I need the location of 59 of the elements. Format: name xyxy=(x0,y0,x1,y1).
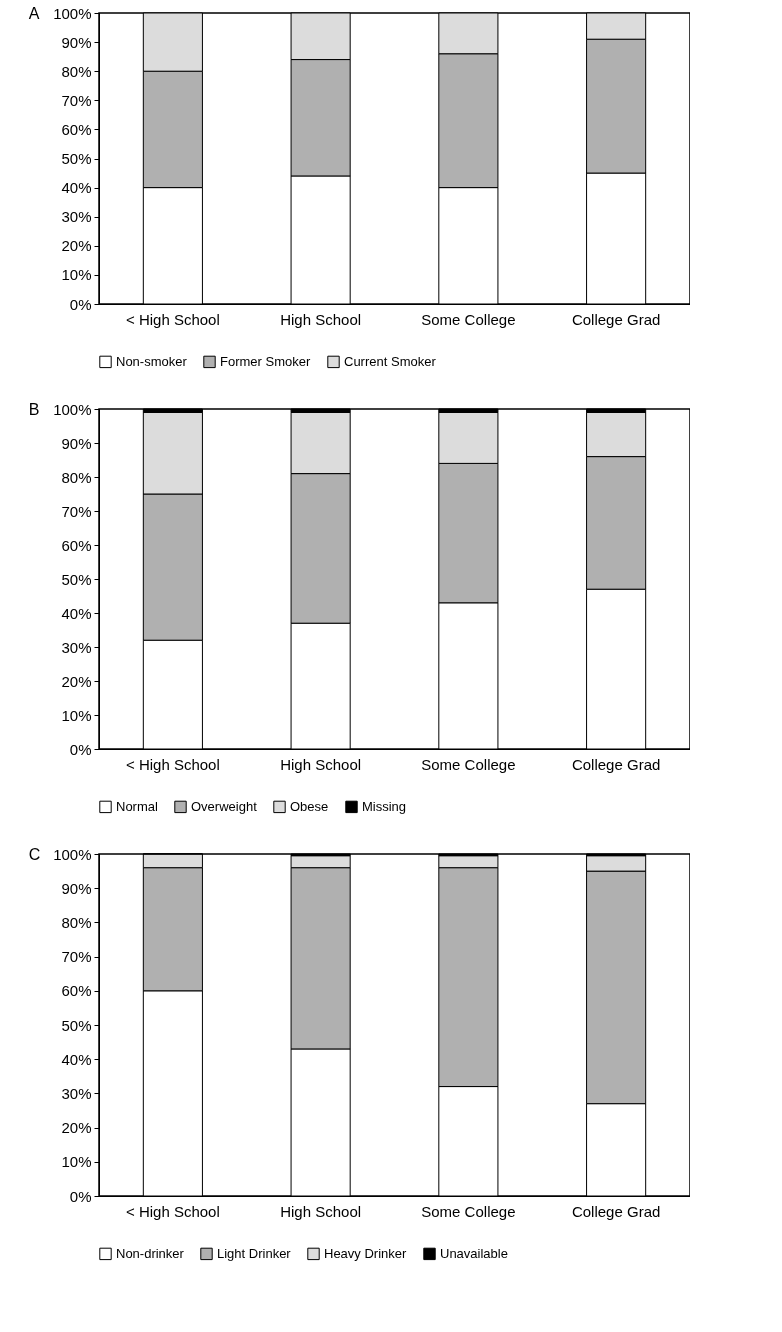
y-tick-label: 80% xyxy=(61,62,92,80)
y-tick-label: 0% xyxy=(69,1187,92,1205)
x-tick-label: High School xyxy=(280,1202,362,1220)
y-tick-label: 0% xyxy=(69,740,92,758)
y-tick-label: 90% xyxy=(61,879,92,897)
x-tick-label: < High School xyxy=(125,1202,220,1220)
x-tick-label: College Grad xyxy=(571,1202,661,1220)
legend-label: Former Smoker xyxy=(220,353,311,369)
chart-title: C xyxy=(28,846,41,863)
legend-label: Current Smoker xyxy=(344,353,437,369)
y-tick-label: 80% xyxy=(61,913,92,931)
y-tick-label: 70% xyxy=(61,948,92,966)
x-tick-label: High School xyxy=(280,310,362,328)
y-tick-label: 50% xyxy=(61,570,92,588)
y-tick-label: 10% xyxy=(61,1153,92,1171)
legend-label: Unavailable xyxy=(440,1245,508,1261)
legend-label: Normal xyxy=(116,798,159,814)
y-tick-label: 90% xyxy=(61,33,92,51)
x-tick-label: College Grad xyxy=(571,310,661,328)
y-tick-label: 80% xyxy=(61,468,92,486)
x-tick-label: < High School xyxy=(125,310,220,328)
y-tick-label: 40% xyxy=(61,179,92,197)
chart-title: A xyxy=(28,5,40,22)
x-tick-label: High School xyxy=(280,755,362,773)
x-tick-label: Some College xyxy=(421,310,516,328)
y-tick-label: 10% xyxy=(61,266,92,284)
y-tick-label: 30% xyxy=(61,1084,92,1102)
y-tick-label: 70% xyxy=(61,91,92,109)
chart-title: B xyxy=(28,401,40,418)
legend-label: Heavy Drinker xyxy=(324,1245,408,1261)
y-tick-label: 50% xyxy=(61,1016,92,1034)
y-tick-label: 100% xyxy=(53,400,92,418)
y-tick-label: 100% xyxy=(53,4,92,22)
y-tick-label: 20% xyxy=(61,1119,92,1137)
y-tick-label: 20% xyxy=(61,237,92,255)
y-tick-label: 20% xyxy=(61,672,92,690)
y-tick-label: 70% xyxy=(61,502,92,520)
legend-label: Overweight xyxy=(191,798,258,814)
y-tick-label: 90% xyxy=(61,434,92,452)
legend-label: Non-drinker xyxy=(116,1245,185,1261)
y-tick-label: 60% xyxy=(61,120,92,138)
y-tick-label: 100% xyxy=(53,845,92,863)
y-tick-label: 30% xyxy=(61,208,92,226)
legend-label: Light Drinker xyxy=(217,1245,292,1261)
y-tick-label: 10% xyxy=(61,706,92,724)
legend-label: Non-smoker xyxy=(116,353,188,369)
y-tick-label: 40% xyxy=(61,604,92,622)
y-tick-label: 0% xyxy=(69,295,92,313)
y-tick-label: 50% xyxy=(61,150,92,167)
x-tick-label: Some College xyxy=(421,1202,516,1220)
x-tick-label: College Grad xyxy=(571,755,661,773)
legend-label: Obese xyxy=(290,798,329,814)
legend-label: Missing xyxy=(362,798,407,814)
x-tick-label: Some College xyxy=(421,755,516,773)
y-tick-label: 30% xyxy=(61,638,92,656)
y-tick-label: 60% xyxy=(61,536,92,554)
y-tick-label: 60% xyxy=(61,982,92,1000)
x-tick-label: < High School xyxy=(125,755,220,773)
y-tick-label: 40% xyxy=(61,1050,92,1068)
